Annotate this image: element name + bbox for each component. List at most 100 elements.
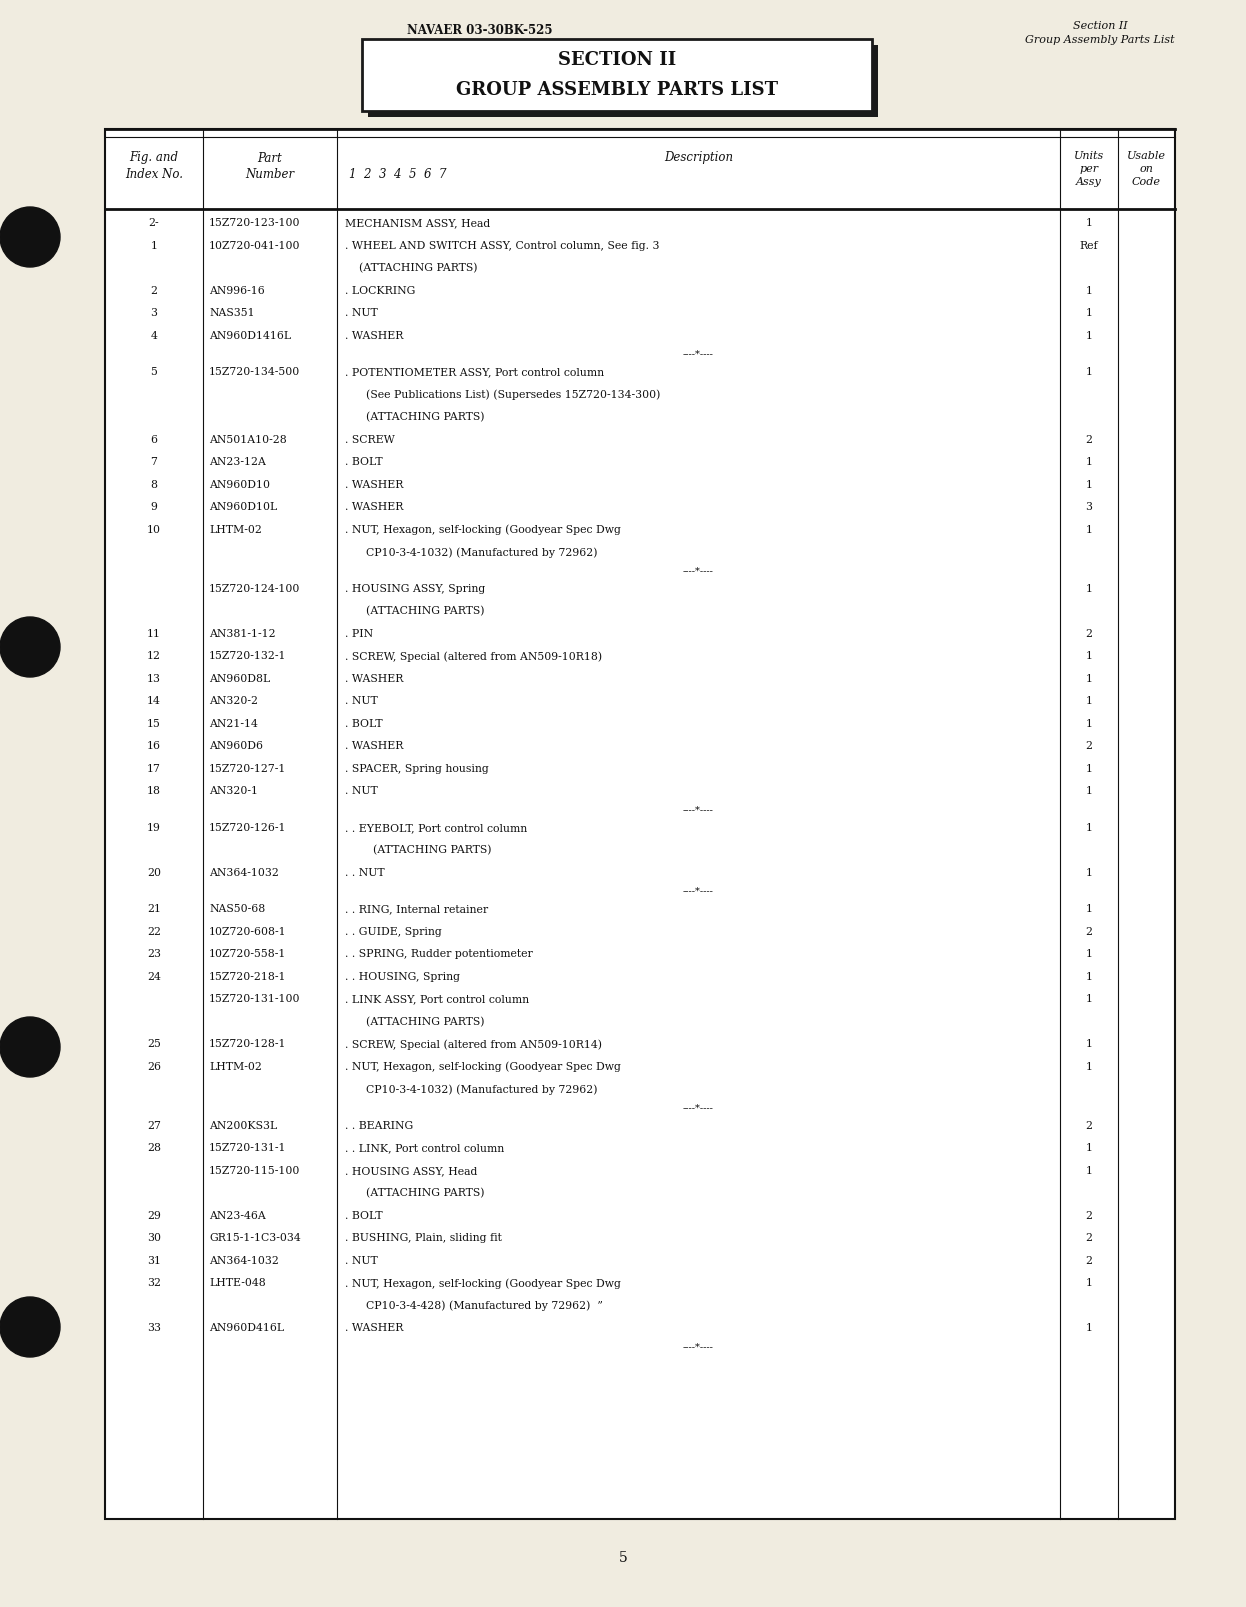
Text: 15Z720-128-1: 15Z720-128-1	[209, 1038, 287, 1049]
Text: 10Z720-558-1: 10Z720-558-1	[209, 948, 287, 959]
Text: 1: 1	[1085, 786, 1093, 795]
Text: SECTION II: SECTION II	[558, 51, 677, 69]
Text: Description: Description	[664, 151, 733, 164]
Text: AN960D416L: AN960D416L	[209, 1323, 284, 1332]
Text: 15Z720-127-1: 15Z720-127-1	[209, 763, 287, 773]
Text: 15Z720-123-100: 15Z720-123-100	[209, 219, 300, 228]
Text: 20: 20	[147, 868, 161, 877]
Text: AN501A10-28: AN501A10-28	[209, 434, 287, 445]
Text: AN23-12A: AN23-12A	[209, 456, 265, 468]
Text: NAS50-68: NAS50-68	[209, 903, 265, 914]
Text: . LINK ASSY, Port control column: . LINK ASSY, Port control column	[345, 993, 530, 1004]
Text: 1: 1	[151, 241, 157, 251]
Text: CP10-3-4-1032) (Manufactured by 72962): CP10-3-4-1032) (Manufactured by 72962)	[345, 1083, 598, 1094]
Text: per: per	[1079, 164, 1099, 174]
Text: ----*----: ----*----	[683, 1102, 714, 1112]
Text: AN960D6: AN960D6	[209, 741, 263, 750]
Text: . . BEARING: . . BEARING	[345, 1120, 414, 1130]
Text: 23: 23	[147, 948, 161, 959]
Circle shape	[0, 1297, 60, 1358]
Text: Units: Units	[1074, 151, 1104, 161]
Text: AN960D10: AN960D10	[209, 479, 270, 490]
Text: 1: 1	[1085, 1061, 1093, 1072]
Text: . LOCKRING: . LOCKRING	[345, 286, 415, 296]
Text: 11: 11	[147, 628, 161, 638]
Text: 15Z720-115-100: 15Z720-115-100	[209, 1165, 300, 1175]
Text: . WASHER: . WASHER	[345, 331, 404, 341]
Text: 2: 2	[1085, 1255, 1093, 1265]
Text: GROUP ASSEMBLY PARTS LIST: GROUP ASSEMBLY PARTS LIST	[456, 80, 778, 100]
Text: (ATTACHING PARTS): (ATTACHING PARTS)	[345, 1188, 485, 1197]
Text: 3: 3	[151, 309, 157, 318]
Text: Code: Code	[1133, 177, 1161, 186]
Text: 1: 1	[1085, 366, 1093, 378]
Text: 18: 18	[147, 786, 161, 795]
Text: 1: 1	[1085, 993, 1093, 1004]
Text: AN21-14: AN21-14	[209, 718, 258, 728]
Text: . WASHER: . WASHER	[345, 501, 404, 513]
Text: 27: 27	[147, 1120, 161, 1130]
Text: . NUT: . NUT	[345, 1255, 378, 1265]
Text: Part: Part	[258, 151, 283, 164]
Text: 15Z720-124-100: 15Z720-124-100	[209, 583, 300, 593]
Text: 1: 1	[1085, 1143, 1093, 1152]
Text: 32: 32	[147, 1278, 161, 1287]
Text: . SCREW, Special (altered from AN509-10R18): . SCREW, Special (altered from AN509-10R…	[345, 651, 602, 660]
Text: (ATTACHING PARTS): (ATTACHING PARTS)	[345, 411, 485, 423]
Text: AN364-1032: AN364-1032	[209, 868, 279, 877]
Text: . . RING, Internal retainer: . . RING, Internal retainer	[345, 903, 488, 914]
Text: . . LINK, Port control column: . . LINK, Port control column	[345, 1143, 505, 1152]
Text: Section II: Section II	[1073, 21, 1128, 31]
Text: 2: 2	[1085, 741, 1093, 750]
Text: 12: 12	[147, 651, 161, 660]
Text: Index No.: Index No.	[125, 167, 183, 180]
Text: 15Z720-132-1: 15Z720-132-1	[209, 651, 287, 660]
Text: . NUT, Hexagon, self-locking (Goodyear Spec Dwg: . NUT, Hexagon, self-locking (Goodyear S…	[345, 1061, 621, 1072]
Text: . NUT: . NUT	[345, 786, 378, 795]
Text: 2: 2	[1085, 1120, 1093, 1130]
Text: AN960D1416L: AN960D1416L	[209, 331, 292, 341]
Text: 1: 1	[1085, 651, 1093, 660]
Text: 5: 5	[618, 1551, 628, 1564]
Text: 19: 19	[147, 823, 161, 832]
Text: AN23-46A: AN23-46A	[209, 1210, 265, 1220]
Text: ----*----: ----*----	[683, 1342, 714, 1350]
Text: . . SPRING, Rudder potentiometer: . . SPRING, Rudder potentiometer	[345, 948, 533, 959]
Text: . BUSHING, Plain, sliding fit: . BUSHING, Plain, sliding fit	[345, 1233, 502, 1242]
Text: 21: 21	[147, 903, 161, 914]
Text: 28: 28	[147, 1143, 161, 1152]
Text: 15Z720-134-500: 15Z720-134-500	[209, 366, 300, 378]
Text: 5: 5	[151, 366, 157, 378]
Text: 15: 15	[147, 718, 161, 728]
Text: 10Z720-608-1: 10Z720-608-1	[209, 926, 287, 937]
Text: (ATTACHING PARTS): (ATTACHING PARTS)	[345, 845, 491, 855]
Text: LHTM-02: LHTM-02	[209, 1061, 262, 1072]
Text: 2: 2	[1085, 628, 1093, 638]
Text: LHTM-02: LHTM-02	[209, 524, 262, 535]
Text: 1: 1	[1085, 673, 1093, 683]
Text: 10Z720-041-100: 10Z720-041-100	[209, 241, 300, 251]
Text: CP10-3-4-428) (Manufactured by 72962)  ”: CP10-3-4-428) (Manufactured by 72962) ”	[345, 1300, 603, 1310]
Text: 1: 1	[1085, 331, 1093, 341]
Text: 13: 13	[147, 673, 161, 683]
Text: 2: 2	[1085, 434, 1093, 445]
Text: 1: 1	[1085, 1165, 1093, 1175]
Text: . HOUSING ASSY, Spring: . HOUSING ASSY, Spring	[345, 583, 485, 593]
Text: . WHEEL AND SWITCH ASSY, Control column, See fig. 3: . WHEEL AND SWITCH ASSY, Control column,…	[345, 241, 659, 251]
Text: 1: 1	[1085, 763, 1093, 773]
Text: . HOUSING ASSY, Head: . HOUSING ASSY, Head	[345, 1165, 477, 1175]
Text: (ATTACHING PARTS): (ATTACHING PARTS)	[345, 606, 485, 615]
Text: . SCREW: . SCREW	[345, 434, 395, 445]
Text: . NUT, Hexagon, self-locking (Goodyear Spec Dwg: . NUT, Hexagon, self-locking (Goodyear S…	[345, 1278, 621, 1287]
Text: 8: 8	[151, 479, 157, 490]
Text: . . GUIDE, Spring: . . GUIDE, Spring	[345, 926, 442, 937]
Text: 3: 3	[1085, 501, 1093, 513]
Text: 1: 1	[1085, 1323, 1093, 1332]
Text: 1: 1	[1085, 971, 1093, 982]
Text: ----*----: ----*----	[683, 349, 714, 358]
Text: . SPACER, Spring housing: . SPACER, Spring housing	[345, 763, 488, 773]
Bar	[105, 130, 1175, 1519]
Text: . NUT, Hexagon, self-locking (Goodyear Spec Dwg: . NUT, Hexagon, self-locking (Goodyear S…	[345, 524, 621, 535]
Text: 1: 1	[1085, 286, 1093, 296]
Text: . PIN: . PIN	[345, 628, 373, 638]
